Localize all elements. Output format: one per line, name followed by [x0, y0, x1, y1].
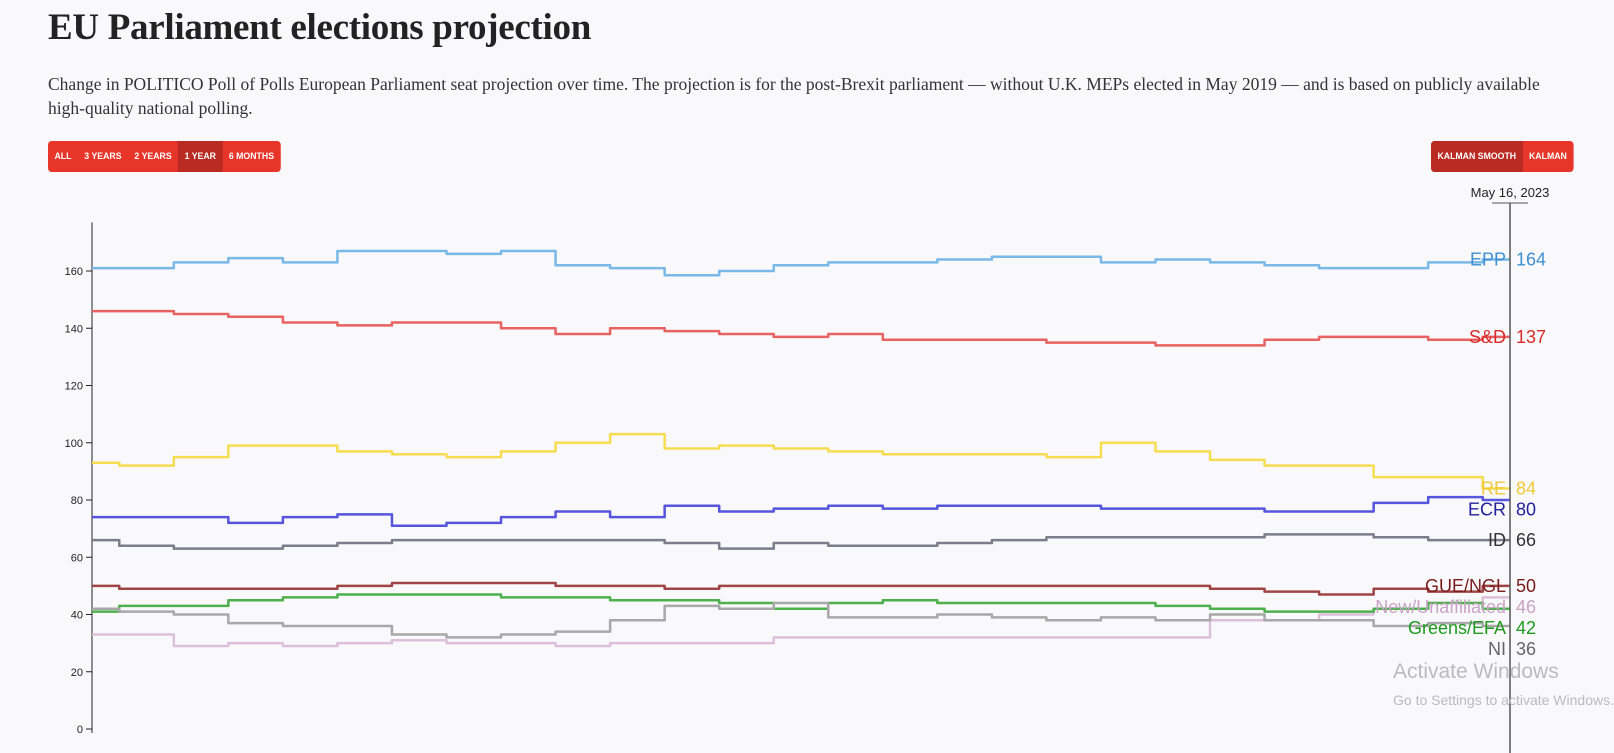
series-value-label: 137: [1516, 327, 1546, 347]
range-button-1-year[interactable]: 1 YEAR: [178, 141, 223, 172]
y-tick-label: 60: [71, 552, 83, 564]
series-name-label: S&D: [1469, 327, 1506, 347]
smoothing-mode-buttons: KALMAN SMOOTH KALMAN: [1431, 141, 1574, 172]
y-tick-label: 120: [65, 381, 83, 393]
watermark-line2: Go to Settings to activate Windows.: [1393, 692, 1614, 708]
series-name-label: EPP: [1470, 250, 1506, 270]
range-button-2-years[interactable]: 2 YEARS: [134, 151, 172, 162]
y-tick-label: 0: [77, 724, 83, 736]
y-tick-label: 40: [71, 610, 83, 622]
time-range-buttons: ALL 3 YEARS 2 YEARS 1 YEAR 6 MONTHS: [48, 141, 281, 172]
mode-button-kalman-smooth[interactable]: KALMAN SMOOTH: [1431, 141, 1523, 172]
series-name-label: ECR: [1468, 500, 1506, 520]
series-line-re: [92, 432, 1510, 490]
cursor-date-label: May 16, 2023: [1471, 185, 1550, 200]
page-title: EU Parliament elections projection: [48, 7, 591, 48]
series-line-ni: [92, 601, 1510, 639]
series-value-label: 36: [1516, 639, 1536, 659]
range-button-3-years[interactable]: 3 YEARS: [84, 151, 122, 162]
series-line-new-unaffiliated: [92, 596, 1510, 648]
series-name-label: New/Unaffiliated: [1375, 597, 1506, 617]
y-tick-label: 80: [71, 495, 83, 507]
y-tick-label: 160: [65, 266, 83, 278]
y-tick-label: 100: [65, 438, 83, 450]
series-value-label: 164: [1516, 250, 1546, 270]
series-name-label: RE: [1481, 479, 1506, 499]
series-value-label: 66: [1516, 530, 1536, 550]
series-value-label: 42: [1516, 618, 1536, 638]
series-line-epp: [92, 249, 1510, 277]
series-line-gue-ngl: [92, 581, 1510, 596]
series-name-label: Greens/EFA: [1408, 618, 1506, 638]
series-line-greens-efa: [92, 593, 1510, 613]
series-value-label: 84: [1516, 479, 1536, 499]
y-tick-label: 20: [71, 667, 83, 679]
series-line-s-d: [92, 309, 1510, 347]
series-value-label: 50: [1516, 576, 1536, 596]
series-value-label: 80: [1516, 500, 1536, 520]
subtitle: Change in POLITICO Poll of Polls Europea…: [48, 74, 1540, 118]
watermark-line1: Activate Windows: [1393, 660, 1559, 683]
series-name-label: ID: [1488, 530, 1506, 550]
range-button-all[interactable]: ALL: [54, 151, 72, 162]
mode-button-kalman[interactable]: KALMAN: [1528, 151, 1567, 162]
series-line-id: [92, 533, 1510, 550]
y-tick-label: 140: [65, 323, 83, 335]
series-line-ecr: [92, 495, 1510, 528]
series-name-label: GUE/NGL: [1425, 576, 1506, 596]
series-name-label: NI: [1488, 639, 1506, 659]
series-value-label: 46: [1516, 597, 1536, 617]
range-button-6-months[interactable]: 6 MONTHS: [228, 151, 275, 162]
